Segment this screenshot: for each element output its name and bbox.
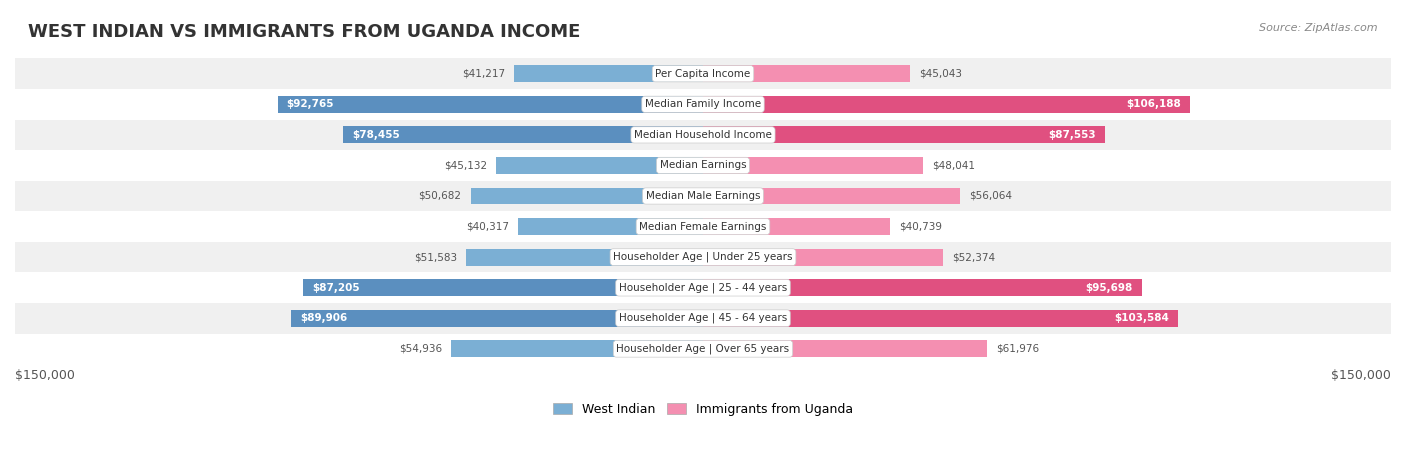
Text: $52,374: $52,374 xyxy=(952,252,995,262)
Text: $40,739: $40,739 xyxy=(898,221,942,232)
Text: $41,217: $41,217 xyxy=(461,69,505,79)
Bar xyxy=(15,242,1391,272)
Text: WEST INDIAN VS IMMIGRANTS FROM UGANDA INCOME: WEST INDIAN VS IMMIGRANTS FROM UGANDA IN… xyxy=(28,23,581,42)
Bar xyxy=(471,188,703,205)
Text: $89,906: $89,906 xyxy=(299,313,347,323)
Text: $103,584: $103,584 xyxy=(1114,313,1168,323)
Bar xyxy=(703,157,924,174)
Text: Median Male Earnings: Median Male Earnings xyxy=(645,191,761,201)
Bar xyxy=(703,279,1142,296)
Bar xyxy=(343,127,703,143)
Text: $95,698: $95,698 xyxy=(1085,283,1133,293)
Text: $150,000: $150,000 xyxy=(1331,368,1391,382)
Bar xyxy=(703,65,910,82)
Text: Per Capita Income: Per Capita Income xyxy=(655,69,751,79)
Text: $45,132: $45,132 xyxy=(444,161,486,170)
Text: $51,583: $51,583 xyxy=(415,252,457,262)
Text: Source: ZipAtlas.com: Source: ZipAtlas.com xyxy=(1260,23,1378,33)
Bar xyxy=(703,249,943,266)
Text: $45,043: $45,043 xyxy=(918,69,962,79)
Text: $61,976: $61,976 xyxy=(997,344,1039,354)
Text: $48,041: $48,041 xyxy=(932,161,976,170)
Bar xyxy=(277,96,703,113)
Text: $92,765: $92,765 xyxy=(287,99,335,109)
Bar xyxy=(517,218,703,235)
Bar xyxy=(291,310,703,326)
Bar xyxy=(15,89,1391,120)
Text: Householder Age | Over 65 years: Householder Age | Over 65 years xyxy=(616,344,790,354)
Bar xyxy=(703,188,960,205)
Text: $78,455: $78,455 xyxy=(353,130,401,140)
Bar xyxy=(496,157,703,174)
Bar xyxy=(15,211,1391,242)
Bar xyxy=(703,218,890,235)
Text: $87,205: $87,205 xyxy=(312,283,360,293)
Text: Median Household Income: Median Household Income xyxy=(634,130,772,140)
Bar xyxy=(703,340,987,357)
Legend: West Indian, Immigrants from Uganda: West Indian, Immigrants from Uganda xyxy=(548,398,858,421)
Bar xyxy=(467,249,703,266)
Text: $150,000: $150,000 xyxy=(15,368,75,382)
Text: $56,064: $56,064 xyxy=(969,191,1012,201)
Bar xyxy=(703,310,1178,326)
Bar xyxy=(15,303,1391,333)
Bar xyxy=(15,120,1391,150)
Bar xyxy=(15,333,1391,364)
Text: Householder Age | Under 25 years: Householder Age | Under 25 years xyxy=(613,252,793,262)
Text: $40,317: $40,317 xyxy=(465,221,509,232)
Text: $50,682: $50,682 xyxy=(419,191,461,201)
Text: $106,188: $106,188 xyxy=(1126,99,1181,109)
Bar xyxy=(15,150,1391,181)
Bar xyxy=(15,181,1391,211)
Bar xyxy=(304,279,703,296)
Bar xyxy=(15,58,1391,89)
Bar xyxy=(515,65,703,82)
Text: Householder Age | 25 - 44 years: Householder Age | 25 - 44 years xyxy=(619,283,787,293)
Bar xyxy=(451,340,703,357)
Text: Median Female Earnings: Median Female Earnings xyxy=(640,221,766,232)
Bar xyxy=(15,272,1391,303)
Text: $54,936: $54,936 xyxy=(399,344,441,354)
Text: Householder Age | 45 - 64 years: Householder Age | 45 - 64 years xyxy=(619,313,787,324)
Text: Median Earnings: Median Earnings xyxy=(659,161,747,170)
Bar xyxy=(703,127,1105,143)
Text: $87,553: $87,553 xyxy=(1047,130,1095,140)
Bar xyxy=(703,96,1189,113)
Text: Median Family Income: Median Family Income xyxy=(645,99,761,109)
